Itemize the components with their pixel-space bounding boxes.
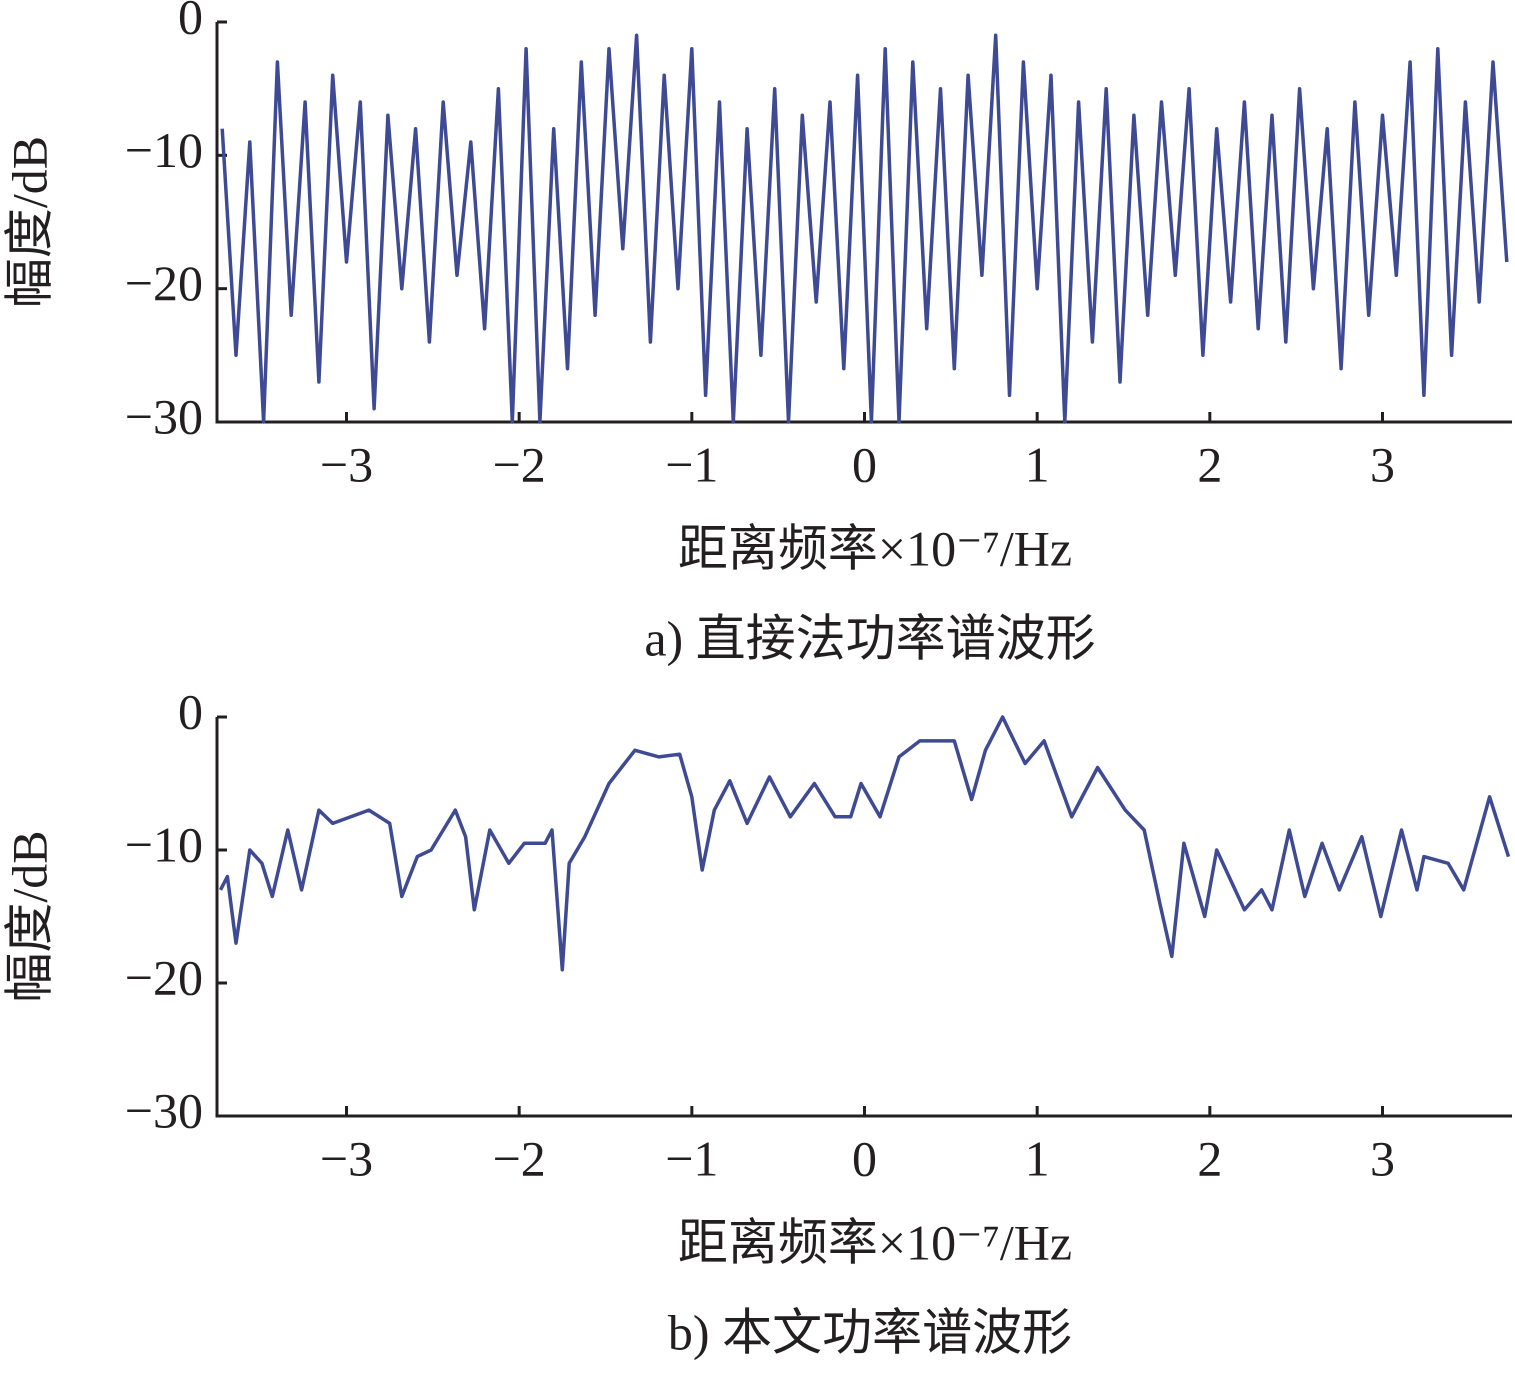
- x-axis-label: 距离频率×10⁻⁷/Hz: [678, 1214, 1072, 1270]
- y-tick-label: −30: [125, 1082, 203, 1138]
- x-tick-label: −3: [320, 436, 373, 492]
- x-tick-label: 2: [1197, 436, 1222, 492]
- y-tick-label: −20: [125, 949, 203, 1005]
- x-tick-label: 0: [852, 1130, 877, 1186]
- data-line: [218, 715, 1511, 972]
- x-tick-label: −2: [493, 1130, 546, 1186]
- caption: a) 直接法功率谱波形: [644, 610, 1095, 666]
- data-line: [220, 33, 1509, 424]
- x-tick-label: −3: [320, 1130, 373, 1186]
- x-tick-label: −2: [493, 436, 546, 492]
- x-tick-label: 1: [1025, 436, 1050, 492]
- x-tick-label: −1: [665, 436, 718, 492]
- caption: b) 本文功率谱波形: [668, 1304, 1072, 1360]
- y-tick-label: 0: [178, 0, 203, 44]
- x-tick-label: 2: [1197, 1130, 1222, 1186]
- axis-line: [215, 717, 1512, 1118]
- y-axis-label: 幅度/dB: [1, 136, 57, 308]
- x-tick-label: 1: [1025, 1130, 1050, 1186]
- y-tick-label: −10: [125, 122, 203, 178]
- y-tick-label: 0: [178, 683, 203, 739]
- y-tick-label: −10: [125, 816, 203, 872]
- x-tick-label: 0: [852, 436, 877, 492]
- y-tick-label: −30: [125, 388, 203, 444]
- y-axis-label: 幅度/dB: [1, 830, 57, 1002]
- x-tick-label: 3: [1370, 1130, 1395, 1186]
- y-tick-label: −20: [125, 255, 203, 311]
- x-tick-label: 3: [1370, 436, 1395, 492]
- x-axis-label: 距离频率×10⁻⁷/Hz: [678, 520, 1072, 576]
- x-tick-label: −1: [665, 1130, 718, 1186]
